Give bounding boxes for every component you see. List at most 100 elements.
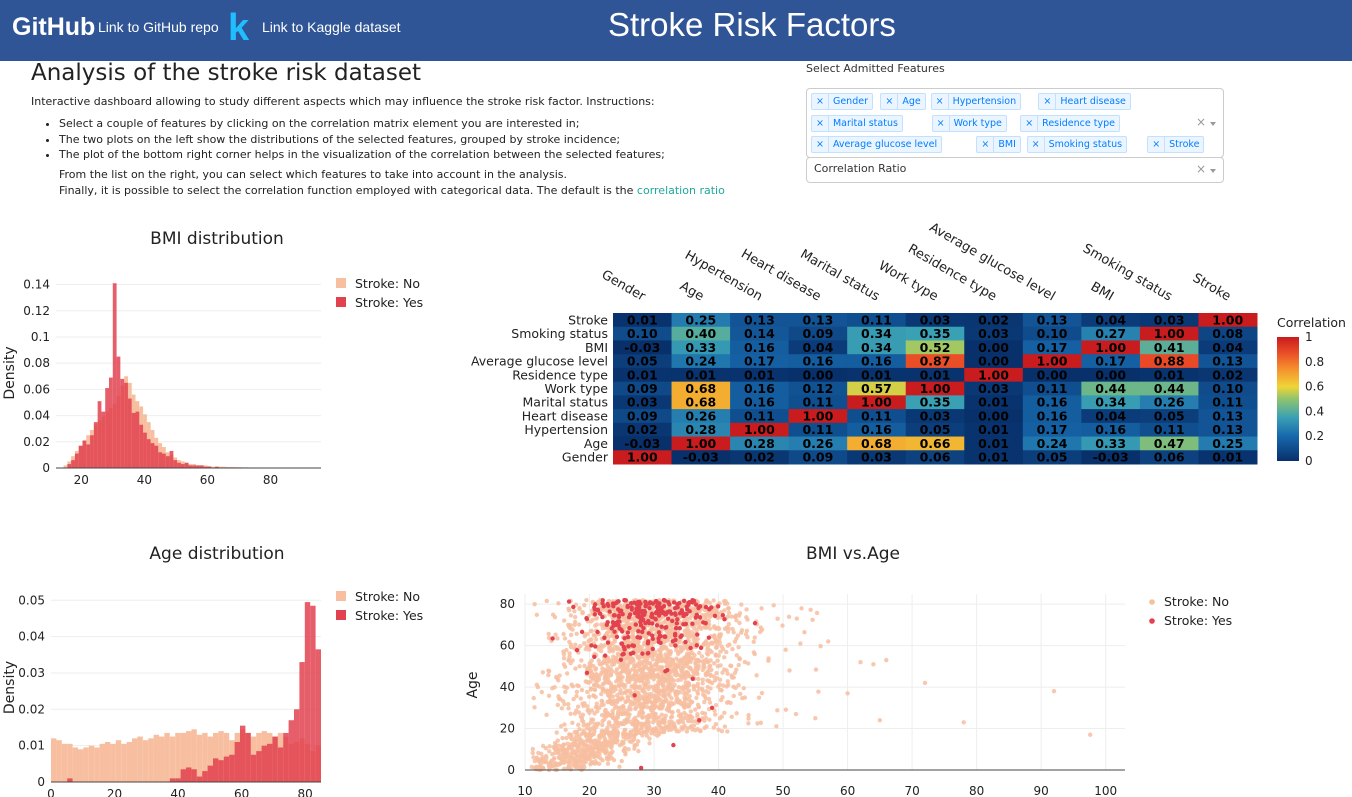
hist-bar (105, 742, 111, 782)
scatter-point-no (794, 616, 799, 621)
heatmap-cell (964, 409, 1024, 424)
scatter-point-no (711, 598, 716, 603)
scatter-point-no (534, 755, 540, 760)
scatter-point-no (669, 710, 675, 715)
chevron-down-icon[interactable] (1210, 122, 1216, 126)
feature-tag[interactable]: × BMI (976, 136, 1021, 153)
remove-tag-icon[interactable]: × (932, 94, 949, 109)
bmi-distribution-chart[interactable]: BMI distribution 0 0.02 0.04 0.06 0.08 0.1 0.12… (0, 220, 450, 485)
remove-tag-icon[interactable]: × (1148, 137, 1166, 152)
correlation-matrix-chart[interactable]: 0.01 0.25 0.13 0.13 0.11 0.03 0.02 0.13 0.04 0.03… (455, 215, 1352, 475)
scatter-point-no (591, 693, 596, 698)
feature-tag[interactable]: × Heart disease (1038, 93, 1131, 110)
scatter-point-yes (627, 612, 633, 617)
feature-tag-label: Smoking status (1048, 139, 1123, 150)
remove-tag-icon[interactable]: × (1028, 137, 1045, 152)
scatter-point-yes (690, 676, 695, 681)
scatter-point-no (568, 735, 573, 740)
heatmap-cell (1081, 450, 1141, 465)
hist-bar (131, 412, 136, 468)
scatter-point-no (600, 718, 605, 724)
scatter-point-no (582, 743, 587, 748)
cell-value: 0.05 (1037, 450, 1068, 465)
feature-tag[interactable]: × Residence type (1020, 114, 1120, 132)
y-tick-label: 0 (37, 775, 45, 789)
clear-icon[interactable]: × (1196, 115, 1207, 129)
scatter-point-no (667, 681, 672, 686)
feature-tag[interactable]: × Stroke (1147, 136, 1205, 153)
scatter-point-yes (636, 629, 641, 634)
scatter-point-no (580, 712, 586, 718)
cell-value: 0.33 (1095, 436, 1126, 451)
correlation-ratio-link[interactable]: correlation ratio (636, 184, 725, 197)
scatter-point-no (644, 700, 650, 705)
scatter-point-yes (615, 619, 621, 624)
remove-tag-icon[interactable]: × (933, 115, 950, 131)
scatter-point-yes (595, 629, 600, 635)
hist-bar (180, 769, 186, 782)
heatmap-cell (1081, 381, 1141, 396)
scatter-point-yes (601, 604, 606, 609)
cell-value: 0.06 (920, 450, 951, 465)
heatmap-cell (1022, 436, 1082, 451)
remove-tag-icon[interactable]: × (1039, 94, 1057, 109)
cell-value: 0.24 (685, 354, 716, 369)
feature-tag[interactable]: × Hypertension (930, 93, 1022, 110)
scatter-point-no (708, 673, 713, 678)
heatmap-cell (1198, 340, 1258, 355)
bmi-vs-age-scatter[interactable]: BMI vs.Age 10 20 30 40 50 60 70 80 90 100 0 20 40 60 80… (455, 535, 1352, 797)
heatmap-cell (1022, 367, 1082, 383)
feature-tag[interactable]: × Smoking status (1026, 136, 1128, 153)
feature-tag[interactable]: × Gender (811, 93, 873, 110)
chevron-down-icon[interactable] (1210, 169, 1216, 173)
remove-tag-icon[interactable]: × (977, 137, 995, 152)
kaggle-dataset-link[interactable]: Link to Kaggle dataset (262, 19, 401, 35)
x-tick-label: 60 (840, 784, 855, 797)
scatter-point-yes (675, 617, 680, 622)
remove-tag-icon[interactable]: × (1021, 115, 1039, 131)
scatter-point-yes (695, 632, 700, 637)
remove-tag-icon[interactable]: × (812, 137, 829, 152)
remove-tag-icon[interactable]: × (812, 94, 829, 109)
scatter-point-no (681, 687, 686, 693)
scatter-point-no (709, 667, 714, 673)
scatter-point-no (713, 652, 718, 657)
scatter-point-no (554, 730, 559, 735)
scatter-point-no (775, 708, 780, 713)
features-multiselect[interactable]: × × Gender × Age × Hypertension × Heart disease… (806, 88, 1224, 158)
x-tick-label: 30 (646, 784, 661, 797)
clear-icon[interactable]: × (1196, 162, 1207, 176)
feature-tag[interactable]: × Age (880, 93, 926, 110)
feature-tag[interactable]: × Marital status (811, 114, 903, 132)
age-distribution-chart[interactable]: Age distribution 0 0.01 0.02 0.03 0.04 0.05 0 20… (0, 535, 450, 797)
scatter-point-no (530, 746, 536, 752)
scatter-point-no (597, 705, 602, 710)
scatter-point-no (606, 693, 611, 698)
kaggle-icon[interactable]: k (228, 7, 250, 49)
scatter-point-no (691, 637, 697, 643)
scatter-point-yes (661, 597, 667, 603)
scatter-point-no (602, 676, 607, 682)
hist-bar (169, 736, 176, 782)
y-tick-label: 0.08 (23, 356, 50, 370)
cell-value: 0.17 (1037, 422, 1068, 437)
hist-bar (116, 356, 121, 468)
scatter-point-no (593, 637, 599, 642)
feature-tag[interactable]: × Work type (931, 114, 1007, 132)
remove-tag-icon[interactable]: × (812, 115, 829, 131)
hist-bar (56, 740, 62, 782)
cell-value: 0.16 (744, 395, 775, 410)
scatter-point-no (626, 671, 632, 676)
heatmap-cell (1139, 313, 1199, 328)
instructions-list: Select a couple of features by clicking … (31, 116, 665, 163)
feature-tag[interactable]: × Average glucose level (811, 136, 943, 153)
remove-tag-icon[interactable]: × (881, 94, 899, 109)
github-repo-link[interactable]: Link to GitHub repo (98, 19, 219, 35)
scatter-point-no (557, 673, 562, 678)
github-logo[interactable]: GitHub (12, 13, 96, 41)
correlation-function-select[interactable]: Correlation Ratio × (806, 157, 1224, 183)
y-axis-label: Density (2, 661, 18, 714)
scatter-point-no (706, 696, 712, 702)
scatter-point-no (576, 722, 581, 728)
heatmap-cell (847, 409, 907, 424)
